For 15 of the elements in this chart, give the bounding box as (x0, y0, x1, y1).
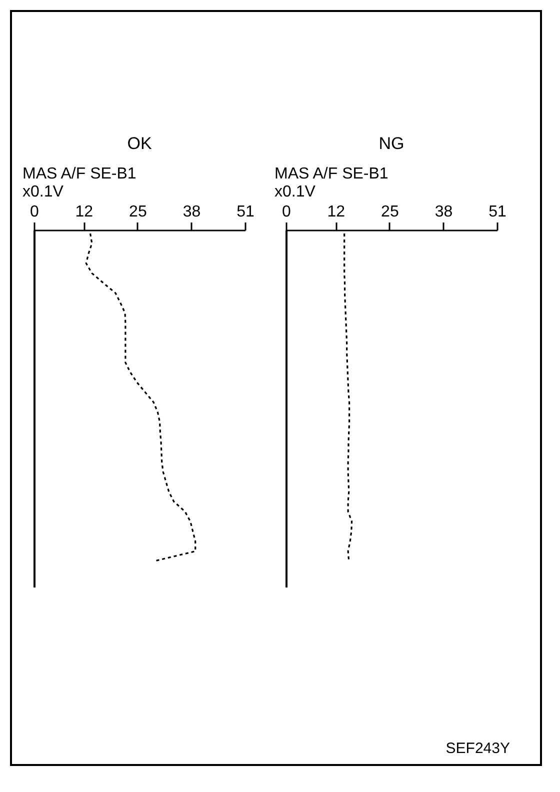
text: SEF243Y (446, 740, 510, 757)
x-tick-label: 0 (30, 204, 40, 220)
x-axis-title: MAS A/F SE-B1 x0.1V (22, 166, 136, 200)
chart-title: NG (378, 134, 404, 153)
x-tick-label: 25 (129, 204, 147, 220)
x-tick-label: 25 (381, 204, 399, 220)
x-tick-label: 38 (182, 204, 201, 220)
x-tick-label: 12 (75, 204, 94, 220)
x-tick-label: 51 (236, 204, 254, 220)
x-tick-label: 12 (327, 204, 346, 220)
x-tick-label: 0 (282, 204, 292, 220)
x-tick-label: 51 (488, 204, 506, 220)
x-tick-label: 38 (434, 204, 453, 220)
chart-title: OK (127, 134, 152, 153)
x-axis-title: MAS A/F SE-B1 x0.1V (274, 166, 388, 200)
